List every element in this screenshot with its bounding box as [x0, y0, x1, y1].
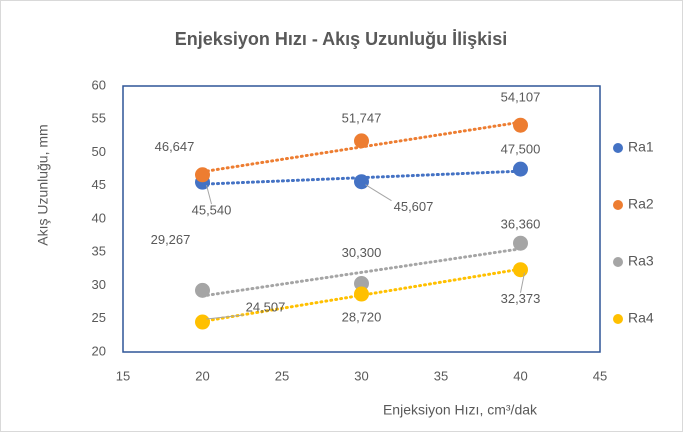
marker: [513, 235, 528, 251]
marker: [354, 174, 369, 190]
legend-label: Ra4: [628, 310, 654, 326]
y-tick-label: 30: [92, 277, 106, 292]
trendline: [201, 247, 522, 298]
y-tick-label: 55: [92, 111, 106, 126]
data-label: 45,540: [192, 203, 232, 218]
y-tick-label: 40: [92, 210, 106, 225]
legend-marker: [613, 314, 623, 324]
y-tick-label: 60: [92, 77, 106, 92]
data-label: 24,507: [246, 299, 286, 314]
marker: [354, 286, 369, 302]
data-label: 28,720: [342, 309, 382, 324]
y-tick-label: 50: [92, 144, 106, 159]
legend-marker: [613, 257, 623, 267]
data-label: 54,107: [501, 90, 541, 105]
marker: [354, 133, 369, 149]
x-tick-label: 25: [275, 368, 289, 383]
marker: [513, 262, 528, 278]
x-tick-label: 45: [593, 368, 607, 383]
data-label: 29,267: [151, 232, 191, 247]
x-tick-label: 40: [513, 368, 527, 383]
y-tick-label: 45: [92, 177, 106, 192]
marker: [195, 167, 210, 183]
marker: [513, 161, 528, 177]
legend-label: Ra3: [628, 253, 654, 269]
marker: [195, 314, 210, 330]
data-label: 47,500: [501, 142, 541, 157]
data-label: 36,360: [501, 217, 541, 232]
y-tick-label: 25: [92, 310, 106, 325]
leader-line: [206, 185, 212, 205]
y-tick-label: 35: [92, 244, 106, 259]
leader-line: [520, 272, 525, 293]
marker: [354, 276, 369, 292]
data-label: 45,607: [394, 199, 434, 214]
marker: [513, 117, 528, 133]
y-axis-title: Akış Uzunluğu, mm: [35, 124, 51, 245]
data-label: 46,647: [155, 139, 195, 154]
plot-area: [122, 85, 601, 353]
chart-title: Enjeksiyon Hızı - Akış Uzunluğu İlişkisi: [175, 29, 507, 49]
data-label: 30,300: [342, 245, 382, 260]
y-tick-label: 20: [92, 343, 106, 358]
data-label: 51,747: [342, 110, 382, 125]
x-tick-label: 20: [195, 368, 209, 383]
data-label: 32,373: [501, 291, 541, 306]
x-tick-label: 35: [434, 368, 448, 383]
legend-label: Ra2: [628, 196, 654, 212]
x-axis-title: Enjeksiyon Hızı, cm³/dak: [383, 402, 538, 418]
marker: [195, 282, 210, 298]
leader-line: [365, 184, 392, 202]
leader-line: [206, 314, 244, 320]
x-tick-label: 30: [354, 368, 368, 383]
legend-marker: [613, 143, 623, 153]
legend-marker: [613, 200, 623, 210]
x-tick-label: 15: [116, 368, 130, 383]
legend-label: Ra1: [628, 139, 654, 155]
